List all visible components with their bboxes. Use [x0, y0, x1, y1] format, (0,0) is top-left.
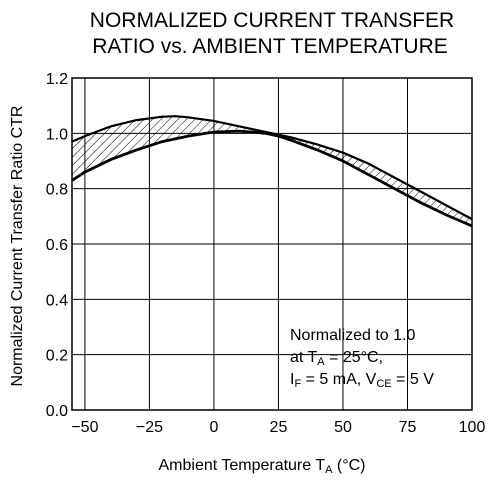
x-tick-label: −25 [136, 419, 163, 436]
chart-title-line-1: NORMALIZED CURRENT TRANSFER [90, 9, 454, 32]
x-axis-label-subscript: A [325, 464, 333, 476]
x-axis-ticks: −50 −25 0 25 50 75 100 [71, 419, 485, 436]
note-line-3: IF = 5 mA, VCE = 5 V [290, 371, 434, 390]
y-tick-label: 0.6 [46, 237, 68, 254]
x-tick-label: 50 [334, 419, 352, 436]
x-axis-label: Ambient Temperature TA (°C) [158, 457, 365, 476]
y-tick-label: 0.0 [46, 403, 68, 420]
note-line-2: at TA = 25°C, [290, 349, 383, 368]
x-tick-label: 25 [270, 419, 288, 436]
y-axis-ticks: 0.0 0.2 0.4 0.6 0.8 1.0 1.2 [46, 71, 68, 420]
x-axis-label-main: Ambient Temperature T [158, 457, 325, 474]
x-tick-label: 75 [399, 419, 417, 436]
y-tick-label: 1.0 [46, 126, 68, 143]
y-tick-label: 0.4 [46, 292, 68, 309]
test-conditions-note: Normalized to 1.0 at TA = 25°C, IF = 5 m… [290, 327, 434, 390]
x-tick-label: 100 [459, 419, 486, 436]
chart-title-line-2: RATIO vs. AMBIENT TEMPERATURE [92, 35, 448, 58]
curves [71, 115, 473, 228]
y-tick-label: 1.2 [46, 71, 68, 88]
y-axis-label: Normalized Current Transfer Ratio CTR [9, 106, 26, 387]
lower-ctr-curve [71, 129, 473, 228]
plot-frame [71, 77, 473, 411]
note-line-1: Normalized to 1.0 [290, 327, 415, 344]
y-tick-label: 0.2 [46, 348, 68, 365]
x-axis-label-unit: (°C) [332, 457, 365, 474]
x-tick-label: −50 [71, 419, 98, 436]
x-tick-label: 0 [209, 419, 218, 436]
y-tick-label: 0.8 [46, 182, 68, 199]
